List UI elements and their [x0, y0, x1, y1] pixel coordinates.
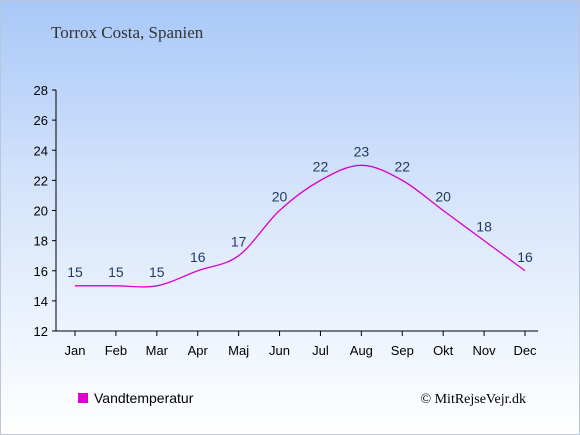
y-tick-label: 26 — [34, 113, 48, 128]
data-label: 16 — [190, 249, 206, 265]
y-tick-label: 14 — [34, 294, 48, 309]
data-point — [401, 179, 403, 181]
y-tick-label: 24 — [34, 143, 48, 158]
data-label: 15 — [67, 264, 83, 280]
data-label: 22 — [313, 158, 329, 174]
x-tick-label: Apr — [188, 343, 209, 358]
data-label: 20 — [435, 189, 451, 205]
data-label: 15 — [149, 264, 165, 280]
data-label: 22 — [394, 158, 410, 174]
data-label: 17 — [231, 234, 247, 250]
legend-swatch — [78, 393, 88, 403]
x-tick-label: Nov — [473, 343, 497, 358]
y-tick-label: 16 — [34, 264, 48, 279]
chart-title: Torrox Costa, Spanien — [51, 23, 204, 42]
y-tick-label: 12 — [34, 324, 48, 339]
data-point — [197, 270, 199, 272]
x-tick-label: Mar — [146, 343, 169, 358]
x-tick-label: Aug — [350, 343, 373, 358]
x-tick-label: Sep — [391, 343, 414, 358]
data-point — [156, 285, 158, 287]
data-point — [237, 254, 239, 256]
x-tick-label: Dec — [513, 343, 537, 358]
y-tick-label: 22 — [34, 173, 48, 188]
plot-area: 15 15 15 16 17 20 22 23 22 20 18 16 — [67, 143, 533, 288]
y-tick-label: 18 — [34, 234, 48, 249]
data-point — [483, 239, 485, 241]
x-tick-label: Feb — [105, 343, 127, 358]
data-label: 18 — [476, 219, 492, 235]
data-label: 16 — [517, 249, 533, 265]
data-point — [524, 270, 526, 272]
y-tick-label: 20 — [34, 204, 48, 219]
data-point — [360, 164, 362, 166]
y-tick-label: 28 — [34, 83, 48, 98]
data-point — [442, 209, 444, 211]
data-point — [319, 179, 321, 181]
x-tick-label: Okt — [433, 343, 454, 358]
data-label: 20 — [272, 189, 288, 205]
axes: 12 14 16 18 20 22 24 26 28 Jan Feb Mar Apr Maj Jun Jul A… — [34, 83, 538, 358]
data-point — [278, 209, 280, 211]
credit-text: © MitRejseVejr.dk — [420, 392, 526, 407]
x-tick-label: Jul — [312, 343, 329, 358]
legend: Vandtemperatur — [78, 390, 194, 406]
series-line-vandtemperatur — [75, 164, 526, 288]
x-tick-label: Jun — [269, 343, 290, 358]
x-tick-label: Jan — [65, 343, 86, 358]
data-point — [74, 285, 76, 287]
data-point — [115, 285, 117, 287]
x-tick-label: Maj — [228, 343, 249, 358]
data-label: 15 — [108, 264, 124, 280]
data-label: 23 — [354, 143, 370, 159]
legend-label: Vandtemperatur — [94, 390, 194, 406]
